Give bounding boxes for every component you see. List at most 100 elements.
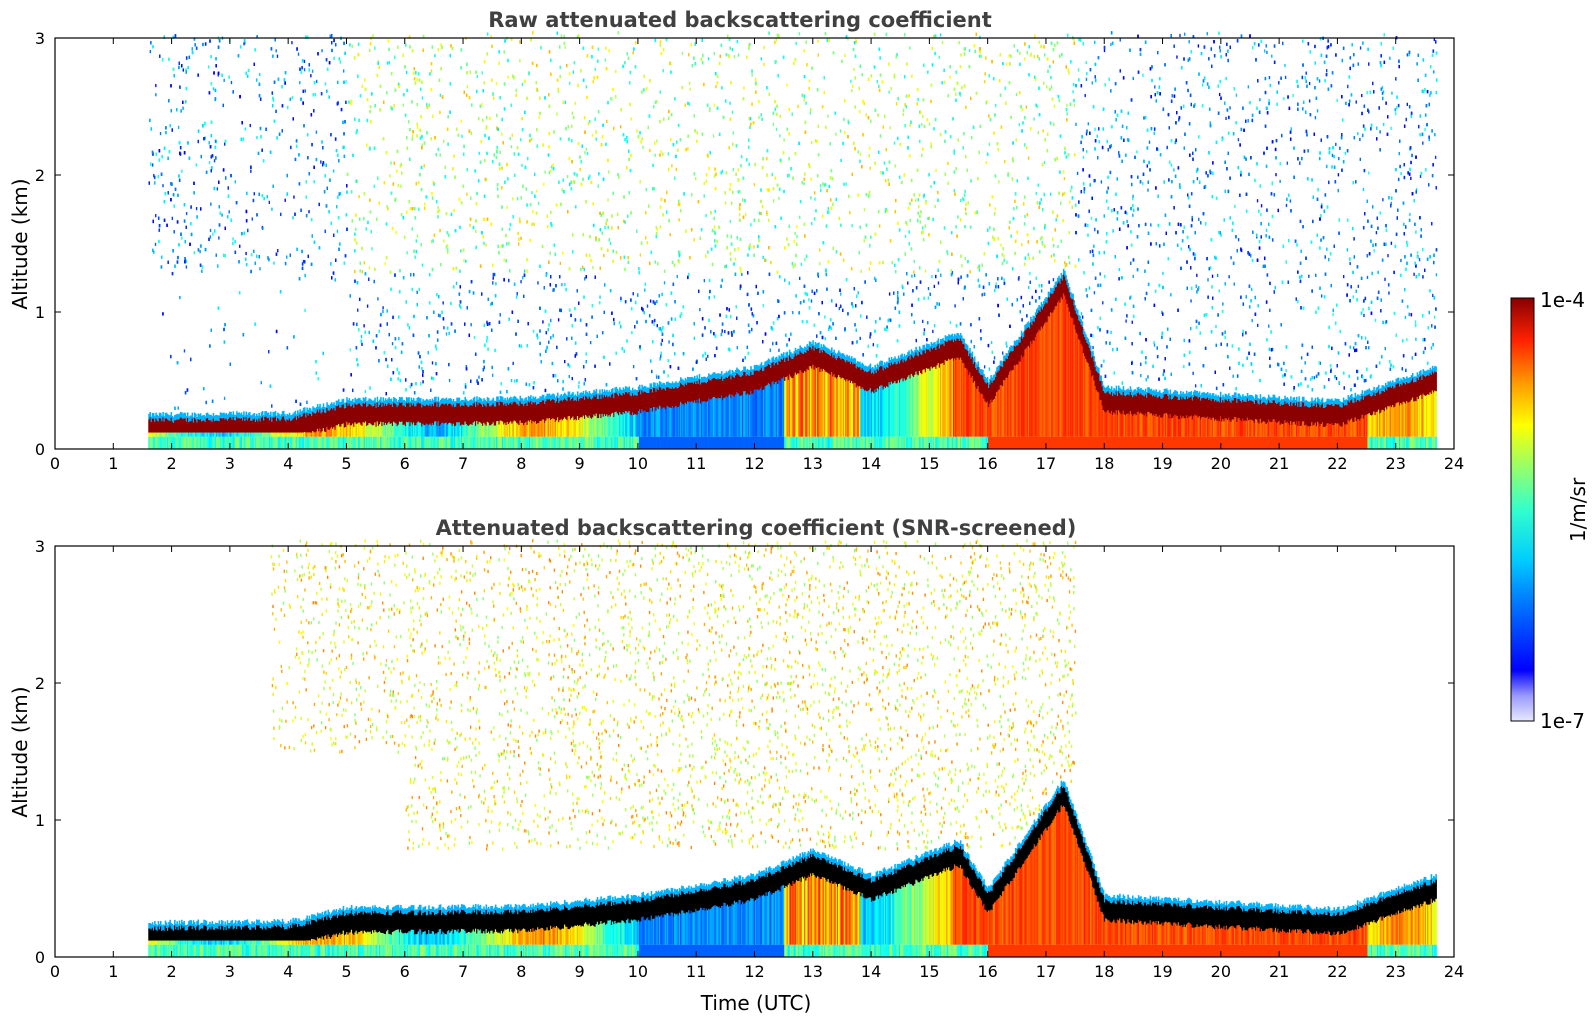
heatmap-cell xyxy=(583,394,586,400)
heatmap-column xyxy=(622,387,625,449)
heatmap-cell xyxy=(610,413,613,437)
heatmap-column xyxy=(561,395,564,449)
heatmap-cell xyxy=(300,416,303,433)
heatmap-cell xyxy=(653,407,655,437)
heatmap-cell xyxy=(467,425,470,437)
heatmap-cell xyxy=(337,404,340,424)
heatmap-cell xyxy=(220,436,223,449)
heatmap-cell xyxy=(667,436,669,449)
heatmap-cell xyxy=(234,420,237,433)
heatmap-cell xyxy=(463,405,465,426)
heatmap-column xyxy=(287,414,290,449)
heatmap-cell xyxy=(205,413,208,419)
heatmap-cell xyxy=(360,405,362,425)
heatmap-cell xyxy=(270,432,272,437)
heatmap-column xyxy=(564,392,566,449)
heatmap-cell xyxy=(280,413,283,420)
heatmap-cell xyxy=(465,399,468,405)
heatmap-cell xyxy=(183,432,185,437)
heatmap-column xyxy=(578,395,580,449)
heatmap-cell xyxy=(412,397,415,404)
heatmap-cell xyxy=(162,436,164,449)
heatmap-column xyxy=(621,389,623,449)
heatmap-cell xyxy=(510,436,512,449)
heatmap-cell xyxy=(1076,309,1079,316)
heatmap-cell xyxy=(496,436,498,449)
heatmap-cell xyxy=(623,388,626,395)
heatmap-cell xyxy=(314,413,317,433)
heatmap-cell xyxy=(184,432,187,437)
panel-raw-title: Raw attenuated backscattering coefficien… xyxy=(488,8,992,32)
heatmap-cell xyxy=(627,388,629,394)
heatmap-cell xyxy=(251,436,253,449)
heatmap-cell xyxy=(391,406,394,426)
heatmap-column xyxy=(517,399,519,449)
heatmap-cell xyxy=(200,436,203,449)
heatmap-cell xyxy=(417,436,420,449)
heatmap-column xyxy=(277,412,279,449)
heatmap-column xyxy=(302,407,305,449)
heatmap-cell xyxy=(306,432,308,437)
heatmap-cell xyxy=(377,406,380,426)
heatmap-column xyxy=(383,400,386,449)
heatmap-cell xyxy=(336,425,339,437)
heatmap-cell xyxy=(225,418,228,433)
heatmap-cell xyxy=(284,414,286,420)
heatmap-cell xyxy=(526,424,529,437)
heatmap-cell xyxy=(370,436,373,449)
heatmap-cell xyxy=(562,394,565,400)
heatmap-cell xyxy=(412,422,415,437)
heatmap-cell xyxy=(459,400,462,407)
heatmap-cell xyxy=(617,415,620,437)
heatmap-cell xyxy=(649,388,652,409)
heatmap-cell xyxy=(301,416,304,433)
heatmap-cell xyxy=(258,412,260,419)
heatmap-cell xyxy=(601,389,604,395)
heatmap-cell xyxy=(371,406,374,426)
heatmap-cell xyxy=(162,432,164,437)
heatmap-cell xyxy=(499,436,502,449)
heatmap-cell xyxy=(396,436,399,449)
heatmap-cell xyxy=(261,416,264,433)
heatmap-cell xyxy=(291,420,293,433)
heatmap-cell xyxy=(441,423,443,437)
heatmap-cell xyxy=(602,392,605,398)
heatmap-cell xyxy=(562,436,565,449)
heatmap-cell xyxy=(549,395,552,401)
heatmap-column xyxy=(506,397,509,449)
heatmap-cell xyxy=(382,402,385,422)
heatmap-cell xyxy=(419,436,422,449)
heatmap-cell xyxy=(367,436,369,449)
heatmap-cell xyxy=(430,436,433,449)
heatmap-cell xyxy=(266,418,269,433)
heatmap-column xyxy=(455,401,457,449)
heatmap-cell xyxy=(519,401,522,421)
heatmap-cell xyxy=(162,417,164,433)
heatmap-cell xyxy=(456,397,458,404)
heatmap-cell xyxy=(504,422,506,437)
heatmap-cell xyxy=(597,398,600,419)
heatmap-cell xyxy=(360,400,362,406)
heatmap-cell xyxy=(567,416,570,437)
heatmap-cell xyxy=(205,436,208,449)
heatmap-cell xyxy=(288,412,291,419)
heatmap-cell xyxy=(307,409,310,416)
heatmap-column xyxy=(286,413,289,449)
heatmap-cell xyxy=(485,406,488,426)
heatmap-column xyxy=(398,396,401,449)
heatmap-cell xyxy=(404,425,407,437)
heatmap-cell xyxy=(444,403,447,424)
heatmap-cell xyxy=(527,395,530,402)
heatmap-cell xyxy=(247,418,250,433)
heatmap-column xyxy=(345,402,347,449)
heatmap-cell xyxy=(251,415,253,421)
heatmap-cell xyxy=(229,432,231,437)
heatmap-cell xyxy=(148,436,150,449)
heatmap-cell xyxy=(258,436,260,449)
heatmap-cell xyxy=(435,421,437,437)
heatmap-cell xyxy=(259,415,262,422)
heatmap-cell xyxy=(227,413,230,419)
heatmap-cell xyxy=(445,403,448,423)
heatmap-cell xyxy=(306,407,308,414)
heatmap-cell xyxy=(428,436,430,449)
